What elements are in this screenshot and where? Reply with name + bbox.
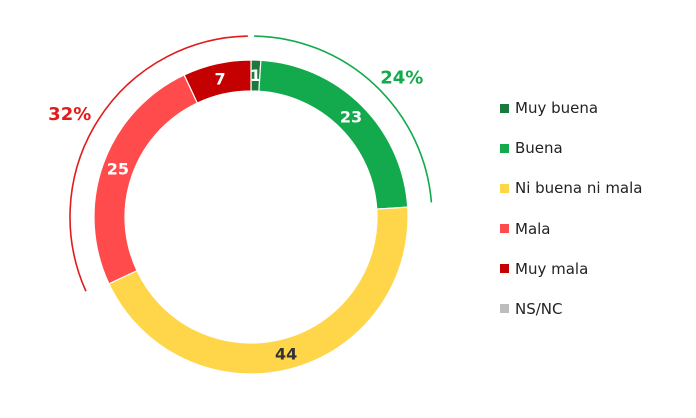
legend-swatch xyxy=(500,264,509,274)
legend-swatch xyxy=(500,304,509,314)
legend-item: Muy buena xyxy=(500,98,690,118)
group-bracket-arc xyxy=(69,35,248,292)
legend-item: NS/NC xyxy=(500,299,690,319)
slice-value-label: 1 xyxy=(250,66,261,85)
slice-mala xyxy=(93,74,199,285)
slice-muy-mala xyxy=(183,59,252,104)
legend-swatch xyxy=(500,224,509,234)
legend-item: Mala xyxy=(500,219,690,239)
legend-label: Mala xyxy=(515,219,551,238)
group-bracket-arc xyxy=(254,35,433,203)
legend-label: Muy mala xyxy=(515,259,589,278)
legend-swatch xyxy=(500,103,509,113)
legend-item: Ni buena ni mala xyxy=(500,178,690,198)
slice-value-label: 23 xyxy=(340,107,362,126)
legend-label: NS/NC xyxy=(515,299,563,318)
legend-swatch xyxy=(500,183,509,193)
legend: Muy buena Buena Ni buena ni mala Mala Muy ma… xyxy=(500,98,690,339)
legend-item: Muy mala xyxy=(500,259,690,279)
legend-label: Muy buena xyxy=(515,99,599,117)
slice-value-label: 25 xyxy=(107,160,129,179)
legend-label: Ni buena ni mala xyxy=(515,179,643,198)
legend-label: Buena xyxy=(515,139,563,158)
legend-swatch xyxy=(500,143,509,153)
legend-item: Buena xyxy=(500,138,690,158)
slice-ni-buena-ni-mala xyxy=(108,206,409,375)
slice-value-label: 7 xyxy=(215,69,226,88)
group-percent-label: 32% xyxy=(48,104,91,125)
slice-value-label: 44 xyxy=(275,345,297,364)
group-percent-label: 24% xyxy=(380,67,423,88)
